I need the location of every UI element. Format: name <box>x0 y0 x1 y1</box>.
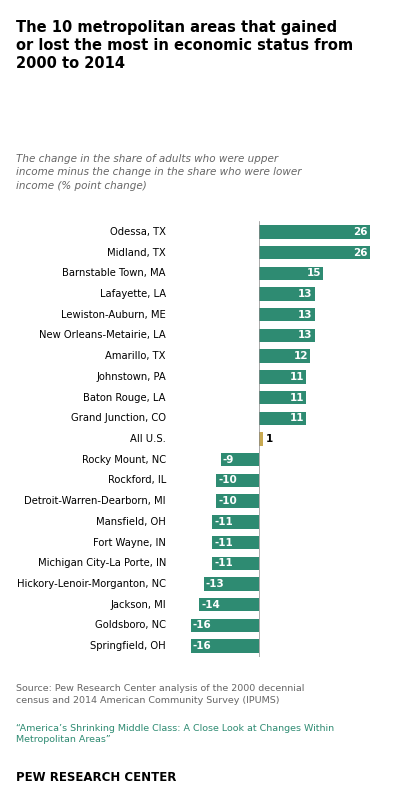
Text: Barnstable Town, MA: Barnstable Town, MA <box>62 268 166 278</box>
Text: Rocky Mount, NC: Rocky Mount, NC <box>82 455 166 465</box>
Text: 26: 26 <box>354 248 368 258</box>
Text: Michigan City-La Porte, IN: Michigan City-La Porte, IN <box>38 558 166 568</box>
Text: 26: 26 <box>354 227 368 237</box>
Bar <box>216 474 259 487</box>
Text: PEW RESEARCH CENTER: PEW RESEARCH CENTER <box>16 771 176 784</box>
Text: -10: -10 <box>218 496 237 506</box>
Text: Source: Pew Research Center analysis of the 2000 decennial
census and 2014 Ameri: Source: Pew Research Center analysis of … <box>16 684 304 705</box>
Text: Fort Wayne, IN: Fort Wayne, IN <box>93 538 166 547</box>
Text: -16: -16 <box>193 620 212 630</box>
Text: Detroit-Warren-Dearborn, MI: Detroit-Warren-Dearborn, MI <box>24 496 166 506</box>
Text: 11: 11 <box>290 392 304 403</box>
Text: Odessa, TX: Odessa, TX <box>110 227 166 237</box>
Text: All U.S.: All U.S. <box>130 434 166 444</box>
Bar <box>199 598 259 611</box>
Text: -14: -14 <box>201 600 220 610</box>
Text: Baton Rouge, LA: Baton Rouge, LA <box>83 392 166 403</box>
Bar <box>259 411 306 425</box>
Bar <box>259 308 314 321</box>
Bar <box>259 350 310 363</box>
Bar <box>191 639 259 653</box>
Text: Johnstown, PA: Johnstown, PA <box>96 372 166 382</box>
Text: -16: -16 <box>193 642 212 651</box>
Text: 15: 15 <box>307 268 321 278</box>
Text: -11: -11 <box>214 517 233 527</box>
Text: 11: 11 <box>290 372 304 382</box>
Text: “America’s Shrinking Middle Class: A Close Look at Changes Within
Metropolitan A: “America’s Shrinking Middle Class: A Clo… <box>16 724 334 744</box>
Text: -11: -11 <box>214 538 233 547</box>
Bar <box>259 267 323 280</box>
Text: -13: -13 <box>206 579 224 589</box>
Bar <box>212 557 259 570</box>
Bar <box>259 287 314 301</box>
Text: New Orleans-Metairie, LA: New Orleans-Metairie, LA <box>39 331 166 340</box>
Bar <box>204 577 259 591</box>
Bar <box>259 370 306 384</box>
Text: Springfield, OH: Springfield, OH <box>90 642 166 651</box>
Bar <box>216 494 259 508</box>
Text: -10: -10 <box>218 475 237 486</box>
Bar <box>212 515 259 528</box>
Text: 13: 13 <box>298 331 312 340</box>
Text: Grand Junction, CO: Grand Junction, CO <box>71 413 166 423</box>
Text: Jackson, MI: Jackson, MI <box>110 600 166 610</box>
Text: -11: -11 <box>214 558 233 568</box>
Text: 11: 11 <box>290 413 304 423</box>
Bar <box>259 329 314 343</box>
Text: Goldsboro, NC: Goldsboro, NC <box>95 620 166 630</box>
Text: Mansfield, OH: Mansfield, OH <box>96 517 166 527</box>
Text: Lewiston-Auburn, ME: Lewiston-Auburn, ME <box>61 310 166 320</box>
Bar <box>259 225 370 239</box>
Text: -9: -9 <box>223 455 234 465</box>
Bar <box>221 453 259 467</box>
Bar <box>259 432 263 446</box>
Bar <box>259 246 370 259</box>
Text: The change in the share of adults who were upper
income minus the change in the : The change in the share of adults who we… <box>16 154 301 191</box>
Text: Lafayette, LA: Lafayette, LA <box>100 289 166 299</box>
Text: Hickory-Lenoir-Morganton, NC: Hickory-Lenoir-Morganton, NC <box>17 579 166 589</box>
Bar <box>259 391 306 404</box>
Bar <box>212 536 259 549</box>
Text: Amarillo, TX: Amarillo, TX <box>105 351 166 361</box>
Text: 1: 1 <box>266 434 273 444</box>
Text: 13: 13 <box>298 289 312 299</box>
Text: 13: 13 <box>298 310 312 320</box>
Text: Midland, TX: Midland, TX <box>107 248 166 258</box>
Bar <box>191 619 259 632</box>
Text: 12: 12 <box>293 351 308 361</box>
Text: The 10 metropolitan areas that gained
or lost the most in economic status from
2: The 10 metropolitan areas that gained or… <box>16 20 353 70</box>
Text: Rockford, IL: Rockford, IL <box>108 475 166 486</box>
